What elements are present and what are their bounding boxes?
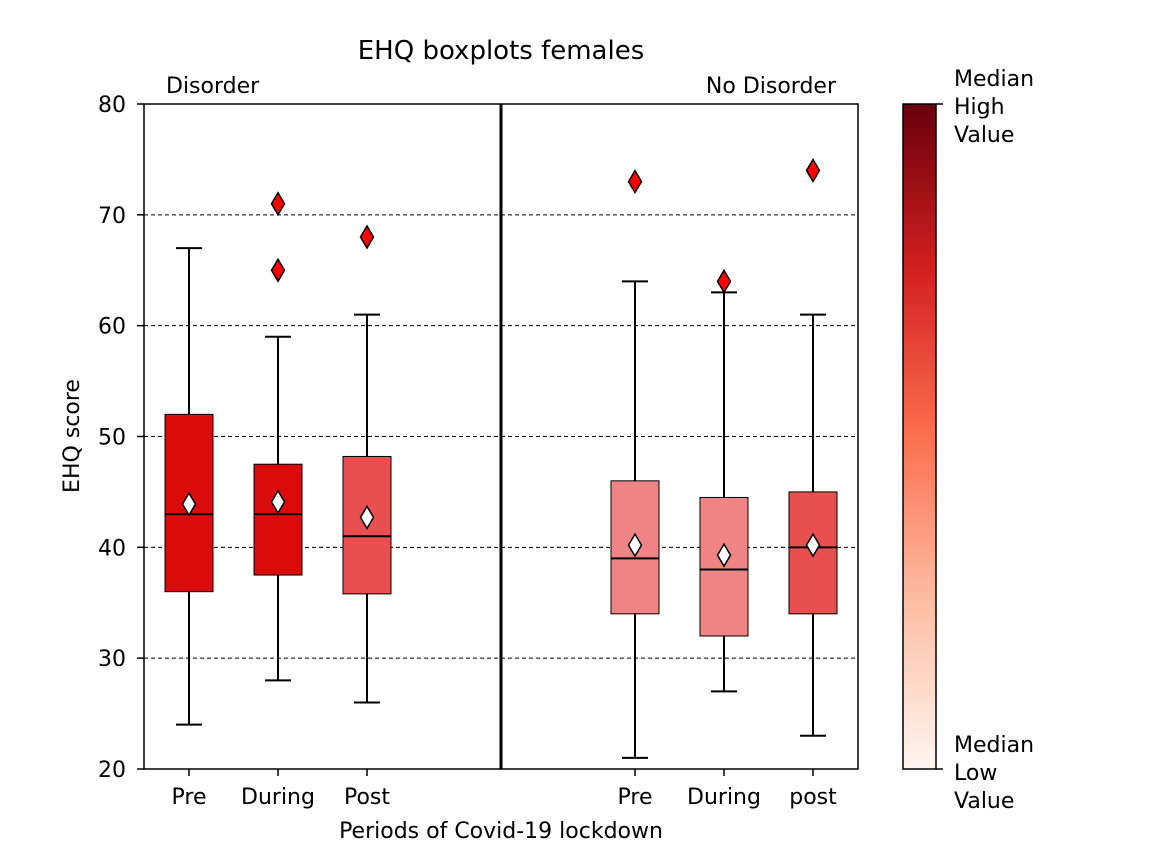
group-label-disorder: Disorder — [166, 74, 260, 99]
x-tick-label-1-2: post — [789, 785, 837, 810]
outlier-marker-0 — [627, 169, 643, 195]
box-iqr — [253, 463, 303, 576]
x-tick-label-1-1: During — [687, 785, 761, 810]
colorbar-high-label: Median High Value — [954, 67, 1041, 148]
x-tick-label-0-0: Pre — [172, 785, 207, 810]
box-0-0 — [164, 247, 214, 726]
x-tick-label-0-1: During — [241, 785, 315, 810]
outlier-marker-1 — [270, 191, 286, 217]
boxes-layer — [164, 158, 838, 759]
y-tick-label-70: 70 — [98, 204, 126, 229]
outlier-marker-0 — [716, 268, 732, 294]
outlier-marker-0 — [805, 158, 821, 183]
y-axis: 20 30 40 50 60 70 80 — [98, 93, 144, 783]
colorbar-low-label: Median Low Value — [954, 733, 1041, 814]
y-tick-label-20: 20 — [98, 758, 126, 783]
group-label-no-disorder: No Disorder — [706, 74, 837, 99]
outlier-marker-0 — [270, 257, 286, 283]
box-iqr — [164, 413, 214, 593]
chart-title: EHQ boxplots females — [358, 36, 645, 66]
outlier-marker-0 — [359, 224, 375, 250]
mean-marker — [805, 532, 821, 558]
colorbar — [902, 103, 937, 770]
mean-marker — [181, 491, 197, 517]
x-axis: Pre During Post Pre During post — [172, 769, 837, 810]
box-0-2 — [342, 224, 392, 704]
y-tick-label-60: 60 — [98, 315, 126, 340]
mean-marker — [270, 489, 286, 515]
x-tick-label-1-0: Pre — [618, 785, 653, 810]
box-0-1 — [253, 191, 303, 682]
y-tick-label-40: 40 — [98, 536, 126, 561]
y-tick-label-80: 80 — [98, 93, 126, 118]
x-axis-label: Periods of Covid-19 lockdown — [339, 819, 663, 844]
mean-marker — [716, 542, 732, 568]
y-tick-label-30: 30 — [98, 647, 126, 672]
y-axis-label: EHQ score — [60, 379, 85, 493]
box-1-1 — [699, 268, 749, 693]
mean-marker — [359, 504, 375, 530]
y-tick-label-50: 50 — [98, 426, 126, 451]
x-tick-label-0-2: Post — [344, 785, 390, 810]
mean-marker — [627, 532, 643, 558]
box-1-0 — [610, 169, 660, 759]
box-1-2 — [788, 158, 838, 737]
